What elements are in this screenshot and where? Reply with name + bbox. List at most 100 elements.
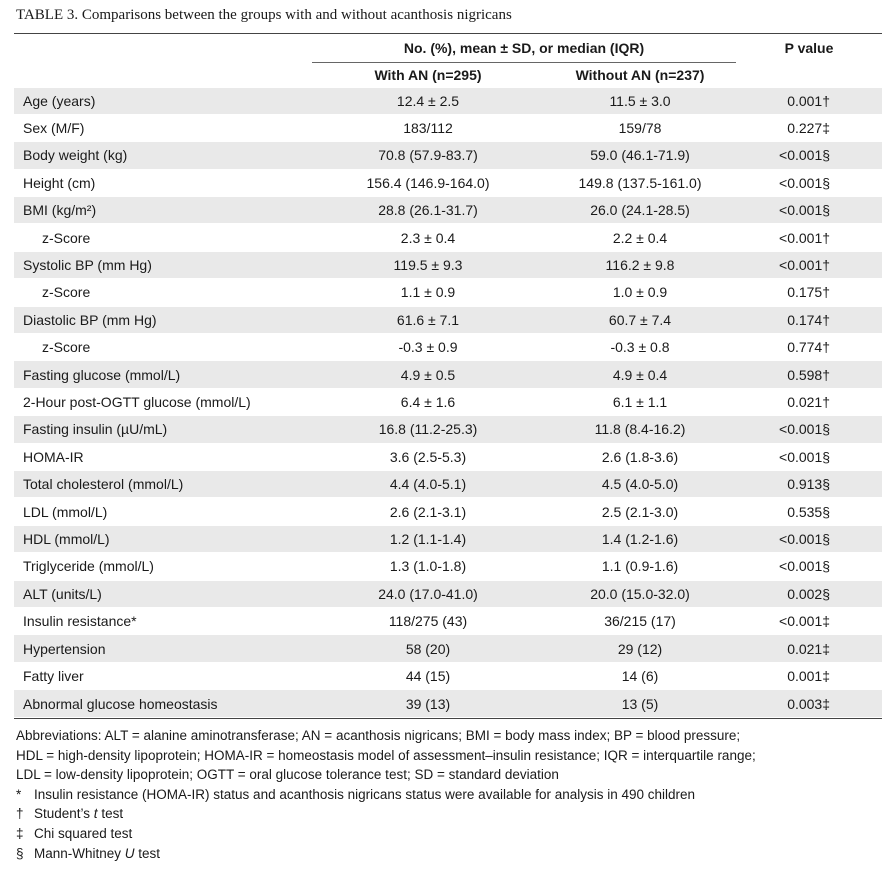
with-an-value: 118/275 (43) (312, 606, 544, 635)
row-label: LDL (mmol/L) (14, 497, 312, 526)
row-label: Fasting glucose (mmol/L) (14, 360, 312, 389)
row-label: z-Score (14, 223, 312, 252)
row-label: z-Score (14, 278, 312, 307)
row-label: z-Score (14, 333, 312, 361)
abbreviations-line-2: HDL = high-density lipoprotein; HOMA-IR … (16, 747, 756, 763)
table-row: Abnormal glucose homeostasis 39 (13) 13 (5… (14, 689, 883, 717)
p-value: <0.001† (736, 250, 883, 279)
without-an-value: 159/78 (544, 113, 737, 142)
table-row: Hypertension 58 (20) 29 (12) 0.021‡ (14, 634, 883, 663)
without-an-value: 60.7 ± 7.4 (544, 305, 737, 334)
row-label: Fasting insulin (µU/mL) (14, 415, 312, 444)
with-an-value: 183/112 (312, 113, 544, 142)
table-row: HDL (mmol/L) 1.2 (1.1-1.4) 1.4 (1.2-1.6) <0… (14, 524, 883, 553)
table-row: Body weight (kg) 70.8 (57.9-83.7) 59.0 (46… (14, 141, 883, 170)
p-value: <0.001§ (736, 415, 883, 444)
star-symbol: * (16, 786, 22, 802)
table-top-rule (14, 33, 882, 34)
with-an-value: 1.3 (1.0-1.8) (312, 552, 544, 581)
without-an-value: 2.6 (1.8-3.6) (544, 442, 737, 471)
table-row: Total cholesterol (mmol/L) 4.4 (4.0-5.1) 4… (14, 469, 883, 498)
row-label: Sex (M/F) (14, 113, 312, 142)
without-an-value: 1.1 (0.9-1.6) (544, 552, 737, 581)
with-an-value: 2.3 ± 0.4 (312, 223, 544, 252)
with-an-value: 12.4 ± 2.5 (312, 86, 544, 115)
with-an-value: 156.4 (146.9-164.0) (312, 168, 544, 197)
row-label: Abnormal glucose homeostasis (14, 689, 312, 717)
with-an-value: 61.6 ± 7.1 (312, 305, 544, 334)
p-value: <0.001§ (736, 524, 883, 553)
without-an-value: 2.5 (2.1-3.0) (544, 497, 737, 526)
without-an-value: 6.1 ± 1.1 (544, 387, 737, 416)
table-body: Age (years) 12.4 ± 2.5 11.5 ± 3.0 0.001† Sex… (14, 86, 883, 717)
table-row: Systolic BP (mm Hg) 119.5 ± 9.3 116.2 ± 9.… (14, 250, 883, 279)
p-value: 0.001† (736, 86, 883, 115)
p-value-header: P value (784, 40, 834, 56)
row-label: Hypertension (14, 634, 312, 663)
section-symbol: § (16, 845, 24, 861)
without-an-value: 1.4 (1.2-1.6) (544, 524, 737, 553)
with-an-value: -0.3 ± 0.9 (312, 333, 544, 361)
without-an-value: 20.0 (15.0-32.0) (544, 579, 737, 608)
table-row: Insulin resistance* 118/275 (43) 36/215 (1… (14, 606, 883, 635)
table-row: HOMA-IR 3.6 (2.5-5.3) 2.6 (1.8-3.6) <0.001§ (14, 442, 883, 471)
without-an-value: 11.5 ± 3.0 (544, 86, 737, 115)
with-an-value: 16.8 (11.2-25.3) (312, 415, 544, 444)
p-value: <0.001§ (736, 442, 883, 471)
row-label: Fatty liver (14, 661, 312, 690)
without-an-value: 11.8 (8.4-16.2) (544, 415, 737, 444)
table-row: Age (years) 12.4 ± 2.5 11.5 ± 3.0 0.001† (14, 86, 883, 115)
p-value: 0.003‡ (736, 689, 883, 717)
with-an-value: 28.8 (26.1-31.7) (312, 196, 544, 224)
double-dagger-symbol: ‡ (16, 825, 24, 841)
without-an-value: 116.2 ± 9.8 (544, 250, 737, 279)
p-value: 0.002§ (736, 579, 883, 608)
p-value: <0.001§ (736, 141, 883, 170)
row-label: 2-Hour post-OGTT glucose (mmol/L) (14, 387, 312, 416)
footnote-section-italic: U (124, 845, 135, 861)
with-an-value: 4.4 (4.0-5.1) (312, 469, 544, 498)
table-row: Triglyceride (mmol/L) 1.3 (1.0-1.8) 1.1 (0… (14, 552, 883, 581)
table-row: Sex (M/F) 183/112 159/78 0.227‡ (14, 113, 883, 142)
footnote-dagger-italic: t (93, 806, 98, 822)
p-value: <0.001§ (736, 168, 883, 197)
without-an-value: 1.0 ± 0.9 (544, 278, 737, 307)
p-value: 0.227‡ (736, 113, 883, 142)
with-an-value: 2.6 (2.1-3.1) (312, 497, 544, 526)
row-label: Diastolic BP (mm Hg) (14, 305, 312, 334)
p-value: <0.001‡ (736, 606, 883, 635)
p-value: 0.174† (736, 305, 883, 334)
table-row: z-Score 1.1 ± 0.9 1.0 ± 0.9 0.175† (14, 278, 883, 307)
without-an-value: 14 (6) (544, 661, 737, 690)
without-an-value: 13 (5) (544, 689, 737, 717)
dagger-symbol: † (16, 806, 24, 822)
with-an-header: With AN (n=295) (374, 66, 482, 83)
without-an-value: 29 (12) (544, 634, 737, 663)
p-value: <0.001† (736, 223, 883, 252)
without-an-value: 26.0 (24.1-28.5) (544, 196, 737, 224)
footnote-dagger-suffix: test (97, 806, 124, 822)
with-an-value: 24.0 (17.0-41.0) (312, 579, 544, 608)
without-an-value: 4.5 (4.0-5.0) (544, 469, 737, 498)
table-row: z-Score 2.3 ± 0.4 2.2 ± 0.4 <0.001† (14, 223, 883, 252)
group-header: No. (%), mean ± SD, or median (IQR) (312, 34, 737, 63)
row-label: Body weight (kg) (14, 141, 312, 170)
with-an-value: 1.1 ± 0.9 (312, 278, 544, 307)
abbreviations-line-3: LDL = low-density lipoprotein; OGTT = or… (16, 767, 559, 783)
abbreviations-line-1: Abbreviations: ALT = alanine aminotransf… (16, 728, 741, 743)
p-value: 0.913§ (736, 469, 883, 498)
row-label: ALT (units/L) (14, 579, 312, 608)
p-value: <0.001§ (736, 196, 883, 224)
without-an-header: Without AN (n=237) (575, 66, 705, 83)
without-an-value: 59.0 (46.1-71.9) (544, 141, 737, 170)
footnote-section-suffix: test (134, 845, 161, 861)
row-label: HOMA-IR (14, 442, 312, 471)
p-value: 0.175† (736, 278, 883, 307)
footnote-double-dagger-text: Chi squared test (34, 825, 133, 841)
without-an-value: 2.2 ± 0.4 (544, 223, 737, 252)
table-row: Diastolic BP (mm Hg) 61.6 ± 7.1 60.7 ± 7.4… (14, 305, 883, 334)
footnote-double-dagger: ‡ Chi squared test (16, 824, 886, 844)
table-row: Fasting glucose (mmol/L) 4.9 ± 0.5 4.9 ± 0… (14, 360, 883, 389)
row-label: BMI (kg/m²) (14, 196, 312, 224)
row-label: Age (years) (14, 86, 312, 115)
